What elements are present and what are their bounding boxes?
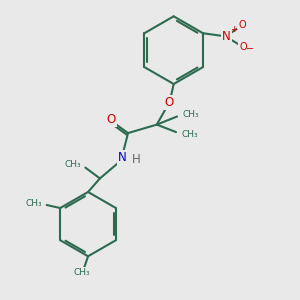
Text: +: + [230,25,238,34]
Text: CH₃: CH₃ [26,200,43,208]
Text: O: O [164,96,173,109]
Text: O: O [238,20,246,30]
Text: CH₃: CH₃ [74,268,90,277]
Text: H: H [132,153,140,166]
Text: CH₃: CH₃ [182,110,199,119]
Text: N: N [118,151,126,164]
Text: O: O [106,113,116,126]
Text: O: O [239,43,247,52]
Text: CH₃: CH₃ [65,160,81,169]
Text: CH₃: CH₃ [181,130,198,139]
Text: −: − [246,44,254,54]
Text: N: N [222,30,231,43]
